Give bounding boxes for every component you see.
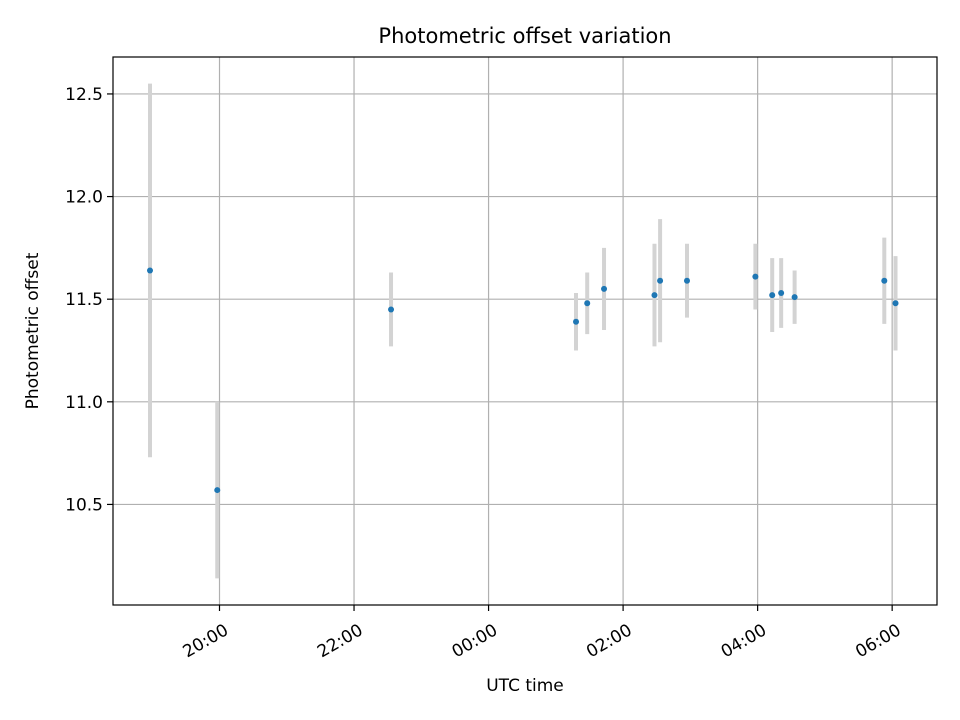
- data-point: [601, 285, 608, 292]
- data-point: [881, 277, 888, 284]
- x-tick-label: 20:00: [180, 620, 232, 662]
- y-tick-label: 12.0: [65, 188, 103, 208]
- data-point: [657, 277, 664, 284]
- x-tick-label: 02:00: [583, 620, 635, 662]
- x-tick-label: 00:00: [449, 620, 501, 662]
- data-point: [573, 318, 580, 325]
- data-point: [752, 273, 759, 280]
- y-axis: 10.5 11.0 11.5 12.0 12.5: [65, 85, 113, 515]
- x-tick-label: 06:00: [852, 620, 904, 662]
- data-point: [769, 292, 776, 299]
- y-tick-label: 11.5: [65, 290, 103, 310]
- grid: [113, 57, 937, 605]
- data-point: [146, 267, 153, 274]
- plot-frame: [112, 56, 938, 606]
- x-axis-label: UTC time: [486, 676, 564, 696]
- data-point: [683, 277, 690, 284]
- y-tick-label: 12.5: [65, 85, 103, 105]
- x-tick-label: 22:00: [314, 620, 366, 662]
- y-axis-label: Photometric offset: [23, 252, 43, 409]
- x-axis: 20:00 22:00 00:00 02:00 04:00 06:00: [180, 605, 905, 662]
- data-point: [791, 294, 798, 301]
- data-points: [146, 267, 899, 494]
- y-tick-label: 10.5: [65, 495, 103, 515]
- data-point: [651, 292, 658, 299]
- data-point: [388, 306, 395, 313]
- data-point: [584, 300, 591, 307]
- data-point: [214, 487, 221, 494]
- y-tick-label: 11.0: [65, 393, 103, 413]
- x-tick-label: 04:00: [718, 620, 770, 662]
- data-point: [892, 300, 899, 307]
- data-point: [778, 290, 785, 297]
- chart-title: Photometric offset variation: [378, 24, 671, 48]
